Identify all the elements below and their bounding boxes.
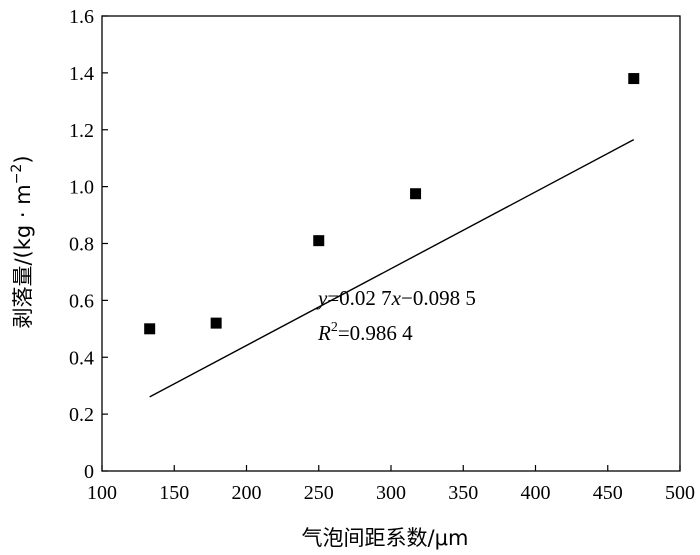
equation-x-var: x: [391, 286, 402, 310]
x-tick-label: 400: [521, 482, 551, 504]
y-tick-label: 0.4: [69, 347, 94, 369]
y-tick-label: 0: [84, 461, 94, 483]
fit-line-group: [149, 139, 635, 398]
y-tick-label: 1.0: [69, 177, 94, 199]
data-point: [144, 323, 156, 335]
x-tick-label: 150: [159, 482, 189, 504]
data-point: [410, 188, 422, 200]
y-tick-label: 0.6: [69, 290, 94, 312]
y-ticks: 0 0.2 0.4 0.6 0.8 1.0 1.2 1.4 1.6: [69, 6, 108, 483]
x-tick-label: 500: [665, 482, 695, 504]
y-axis-title-main: 剥落量/(kg · m: [11, 184, 35, 328]
x-tick-label: 200: [232, 482, 262, 504]
x-axis-title: 气泡间距系数/μm: [302, 526, 469, 550]
data-point: [313, 235, 325, 247]
y-axis-title-sup: −2: [9, 164, 25, 185]
y-tick-label: 0.2: [69, 404, 94, 426]
axes: [101, 15, 681, 472]
equation-part-1: =0.02 7: [327, 286, 391, 310]
equation-y-var: y: [316, 286, 328, 310]
data-point: [210, 317, 222, 329]
data-points: [144, 73, 640, 335]
x-tick-label: 450: [593, 482, 623, 504]
r-squared-sup: 2: [331, 320, 338, 335]
y-tick-label: 0.8: [69, 234, 94, 256]
x-tick-label: 300: [376, 482, 406, 504]
equation-part-2: −0.098 5: [401, 286, 476, 310]
y-axis-title: 剥落量/(kg · m−2): [9, 155, 35, 328]
r-squared-value: =0.986 4: [338, 321, 413, 345]
y-tick-label: 1.6: [69, 6, 94, 28]
y-axis-title-close: ): [11, 155, 35, 163]
x-tick-label: 100: [87, 482, 117, 504]
y-tick-label: 1.2: [69, 120, 94, 142]
fit-equation: y=0.02 7x−0.098 5: [316, 286, 476, 310]
x-ticks: 100 150 200 250 300 350 400 450 500: [87, 465, 695, 504]
r-squared-var: R: [317, 321, 331, 345]
y-tick-label: 1.4: [69, 63, 94, 85]
x-tick-label: 350: [448, 482, 478, 504]
plot-frame: [101, 15, 681, 472]
x-tick-label: 250: [304, 482, 334, 504]
fit-line: [149, 139, 635, 398]
r-squared: R2=0.986 4: [317, 320, 413, 345]
data-point: [628, 73, 640, 85]
